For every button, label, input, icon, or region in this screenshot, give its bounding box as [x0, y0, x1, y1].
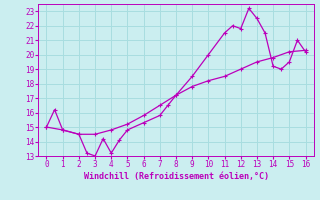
X-axis label: Windchill (Refroidissement éolien,°C): Windchill (Refroidissement éolien,°C) [84, 172, 268, 181]
